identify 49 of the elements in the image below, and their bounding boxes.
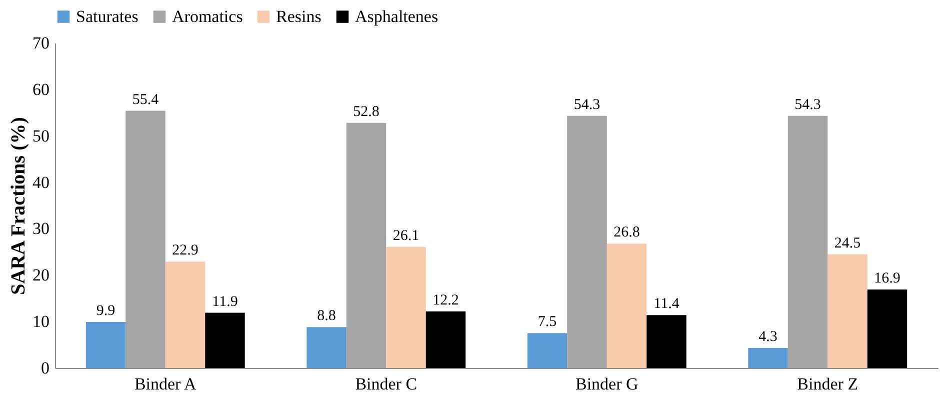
bar	[346, 122, 386, 368]
data-label: 11.9	[212, 294, 238, 310]
legend-label: Asphaltenes	[355, 6, 438, 26]
y-tick-label: 10	[32, 312, 50, 332]
data-label: 4.3	[758, 329, 778, 346]
y-tick-label: 40	[32, 172, 50, 192]
legend-label: Saturates	[76, 6, 138, 26]
data-label: 7.5	[538, 314, 557, 330]
bar	[386, 246, 426, 368]
y-tick-label: 70	[32, 34, 50, 52]
bar	[126, 110, 166, 368]
y-tick-label: 30	[32, 219, 50, 238]
data-label: 55.4	[132, 92, 160, 108]
data-label: 26.1	[392, 228, 420, 244]
bar	[205, 312, 245, 368]
data-label: 22.9	[172, 242, 198, 259]
data-label: 54.3	[794, 96, 821, 113]
bar	[567, 116, 607, 368]
y-tick-label: 0	[41, 358, 50, 378]
legend-label: Resins	[276, 6, 322, 26]
bar	[165, 262, 206, 368]
data-label: 8.8	[317, 308, 336, 324]
bar	[426, 311, 466, 368]
bar	[527, 333, 568, 368]
bar	[86, 322, 126, 368]
data-label: 52.8	[353, 104, 380, 120]
y-axis-title: SARA Fractions (%)	[8, 117, 30, 295]
y-tick-label: 50	[32, 126, 50, 146]
data-label: 26.8	[614, 224, 640, 241]
data-label: 12.2	[432, 292, 459, 308]
x-tick-label: Binder Z	[797, 374, 858, 394]
data-label: 9.9	[96, 303, 116, 320]
bar	[646, 315, 686, 368]
bar	[306, 327, 346, 368]
data-label: 16.9	[874, 270, 900, 287]
bar	[788, 116, 828, 368]
y-tick-label: 20	[32, 266, 50, 285]
data-label: 24.5	[834, 235, 861, 252]
legend-label: Aromatics	[172, 6, 243, 26]
data-label: 54.3	[574, 96, 600, 113]
x-tick-label: Binder A	[134, 374, 198, 394]
data-label: 11.4	[654, 296, 680, 312]
x-tick-label: Binder G	[575, 374, 638, 394]
bar	[867, 290, 908, 368]
y-tick-label: 60	[32, 80, 50, 99]
x-tick-label: Binder C	[355, 374, 418, 394]
bar	[748, 348, 788, 368]
bar	[828, 254, 868, 368]
bar	[606, 244, 647, 368]
